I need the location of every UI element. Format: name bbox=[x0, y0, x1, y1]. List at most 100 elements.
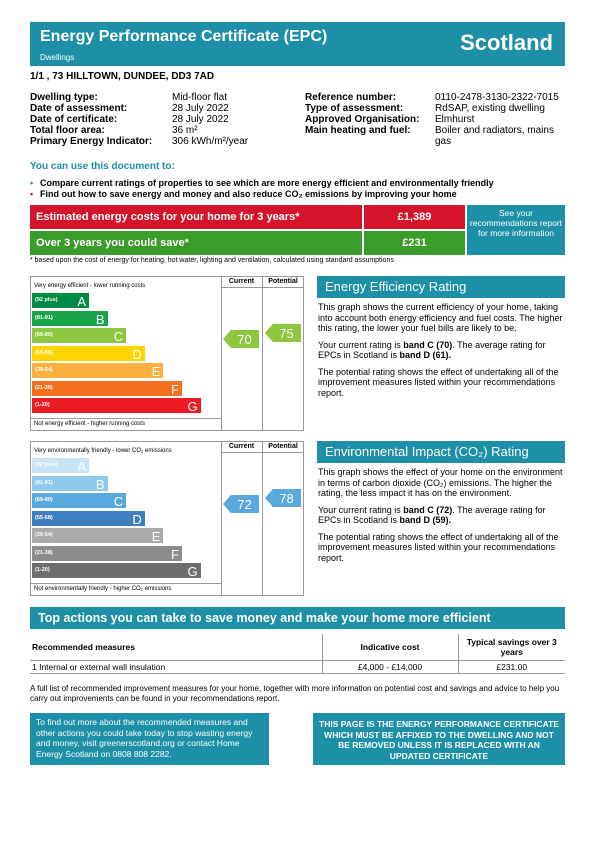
cost-footnote: * based upon the cost of energy for heat… bbox=[30, 257, 394, 264]
detail-row: Total floor area: 36 m² bbox=[30, 125, 198, 136]
column-header: Typical savings over 3 years bbox=[457, 634, 565, 660]
rating-band-a: (92 plus) A bbox=[32, 458, 89, 474]
band-range: (55-68) bbox=[35, 514, 53, 521]
saving-label: Over 3 years you could save* bbox=[30, 231, 362, 255]
saving-value: £231 bbox=[364, 231, 465, 255]
band-range: (81-91) bbox=[35, 479, 53, 486]
rating-band-g: (1-20) G bbox=[32, 398, 201, 414]
band-letter: G bbox=[187, 564, 198, 579]
band-range: (39-54) bbox=[35, 532, 53, 538]
band-letter: A bbox=[77, 459, 86, 474]
column-header: Indicative cost bbox=[321, 634, 458, 660]
chart-divider bbox=[221, 442, 222, 595]
band-letter: C bbox=[113, 329, 124, 344]
rating-band-c: (69-80) C bbox=[32, 493, 127, 509]
band-range: (21-38) bbox=[35, 549, 53, 556]
potential-rating-arrow: 78 bbox=[265, 489, 301, 507]
rating-band-e: (39-54) E bbox=[32, 363, 164, 379]
rating-band-c: (69-80) C bbox=[32, 328, 127, 344]
chart-divider bbox=[262, 442, 263, 595]
band-letter: F bbox=[171, 381, 179, 397]
rating-band-a: (92 plus) A bbox=[32, 293, 89, 309]
band-range: (21-38) bbox=[35, 384, 53, 391]
band-range: (92 plus) bbox=[35, 297, 58, 303]
top-actions-title: Top actions you can take to save money a… bbox=[30, 607, 565, 629]
energy-efficiency-title: Energy Efficiency Rating bbox=[317, 276, 565, 298]
affix-notice-box: THIS PAGE IS THE ENERGY PERFORMANCE CERT… bbox=[313, 713, 565, 765]
chart-top-caption: Very environmentally friendly - lower CO… bbox=[34, 448, 172, 454]
bullet-item: Compare current ratings of properties to… bbox=[30, 178, 494, 189]
band-letter: E bbox=[151, 529, 161, 544]
band-range: (92 plus) bbox=[35, 462, 58, 468]
band-letter: F bbox=[171, 546, 179, 562]
rating-band-d: (55-68) D bbox=[32, 510, 145, 527]
rating-band-b: (81-91) B bbox=[32, 310, 108, 327]
environmental-impact-title: Environmental Impact (CO₂) Rating bbox=[317, 441, 565, 463]
usage-bullets: Compare current ratings of properties to… bbox=[30, 178, 494, 200]
detail-row: Approved Organisation: Elmhurst bbox=[305, 114, 475, 125]
environmental-impact-chart: Current Potential Very environmentally f… bbox=[30, 441, 304, 596]
detail-row: Reference number: 0110-2478-3130-2322-701… bbox=[305, 92, 559, 103]
band-range: (81-91) bbox=[35, 314, 53, 321]
chart-divider bbox=[221, 277, 222, 430]
rating-band-d: (55-68) D bbox=[32, 345, 145, 362]
band-letter: D bbox=[132, 346, 142, 362]
potential-column-header: Potential bbox=[262, 442, 304, 453]
chart-bottom-caption: Not energy efficient - higher running co… bbox=[31, 418, 221, 430]
band-letter: G bbox=[187, 399, 198, 414]
estimated-cost-value: £1,389 bbox=[364, 205, 465, 229]
current-rating-arrow: 72 bbox=[223, 495, 259, 513]
epc-header: Energy Performance Certificate (EPC) Dwe… bbox=[30, 22, 565, 66]
band-letter: B bbox=[95, 311, 105, 327]
detail-row: Primary Energy Indicator: 306 kWh/m²/year bbox=[30, 136, 249, 147]
column-header: Recommended measures bbox=[32, 641, 135, 652]
environmental-impact-text: This graph shows the effect of your home… bbox=[318, 467, 563, 563]
detail-row: Main heating and fuel: Boiler and radiato… bbox=[305, 125, 554, 147]
estimated-cost-row: Estimated energy costs for your home for… bbox=[30, 205, 465, 229]
use-heading: You can use this document to: bbox=[30, 161, 175, 172]
band-letter: E bbox=[151, 364, 161, 379]
detail-row: Date of assessment: 28 July 2022 bbox=[30, 103, 229, 114]
band-letter: C bbox=[113, 494, 124, 509]
rating-band-g: (1-20) G bbox=[32, 563, 201, 579]
rating-band-f: (21-38) F bbox=[32, 380, 182, 397]
band-letter: D bbox=[132, 511, 142, 527]
see-recommendations-note: See your recommendations report for more… bbox=[467, 205, 565, 255]
details-right: Reference number: 0110-2478-3130-2322-701… bbox=[305, 92, 567, 147]
table-header-row: Recommended measures Indicative cost Typ… bbox=[30, 634, 565, 660]
region-label: Scotland bbox=[460, 30, 553, 55]
chart-divider bbox=[262, 277, 263, 430]
current-column-header: Current bbox=[221, 277, 262, 288]
band-letter: A bbox=[77, 294, 86, 309]
rating-band-b: (81-91) B bbox=[32, 475, 108, 492]
current-rating-arrow: 70 bbox=[223, 330, 259, 348]
certificate-title: Energy Performance Certificate (EPC) bbox=[40, 28, 328, 45]
estimated-cost-label: Estimated energy costs for your home for… bbox=[30, 205, 362, 229]
band-range: (69-80) bbox=[35, 497, 53, 503]
energy-efficiency-text: This graph shows the current efficiency … bbox=[318, 302, 563, 398]
chart-top-caption: Very energy efficient - lower running co… bbox=[34, 283, 146, 289]
saving-row: Over 3 years you could save* £231 bbox=[30, 231, 465, 255]
band-range: (55-68) bbox=[35, 349, 53, 356]
certificate-subtitle: Dwellings bbox=[40, 53, 75, 62]
band-range: (1-20) bbox=[35, 402, 50, 408]
bullet-item: Find out how to save energy and money an… bbox=[30, 189, 494, 200]
current-column-header: Current bbox=[221, 442, 262, 453]
detail-row: Dwelling type: Mid-floor flat bbox=[30, 92, 228, 103]
full-list-note: A full list of recommended improvement m… bbox=[30, 684, 560, 703]
find-out-more-box: To find out more about the recommended m… bbox=[30, 713, 269, 765]
energy-efficiency-chart: Current Potential Very energy efficient … bbox=[30, 276, 304, 431]
band-range: (1-20) bbox=[35, 567, 50, 573]
property-address: 1/1 , 73 HILLTOWN, DUNDEE, DD3 7AD bbox=[30, 71, 215, 82]
chart-bottom-caption: Not environmentally friendly - higher CO… bbox=[31, 583, 221, 595]
band-range: (69-80) bbox=[35, 332, 53, 338]
band-letter: B bbox=[95, 476, 105, 492]
detail-row: Type of assessment: RdSAP, existing dwell… bbox=[305, 103, 545, 114]
table-row: 1 Internal or external wall insulation £… bbox=[30, 659, 565, 674]
rating-band-e: (39-54) E bbox=[32, 528, 164, 544]
rating-band-f: (21-38) F bbox=[32, 545, 182, 562]
potential-column-header: Potential bbox=[262, 277, 304, 288]
detail-row: Date of certificate: 28 July 2022 bbox=[30, 114, 229, 125]
potential-rating-arrow: 75 bbox=[265, 324, 301, 342]
band-range: (39-54) bbox=[35, 367, 53, 373]
